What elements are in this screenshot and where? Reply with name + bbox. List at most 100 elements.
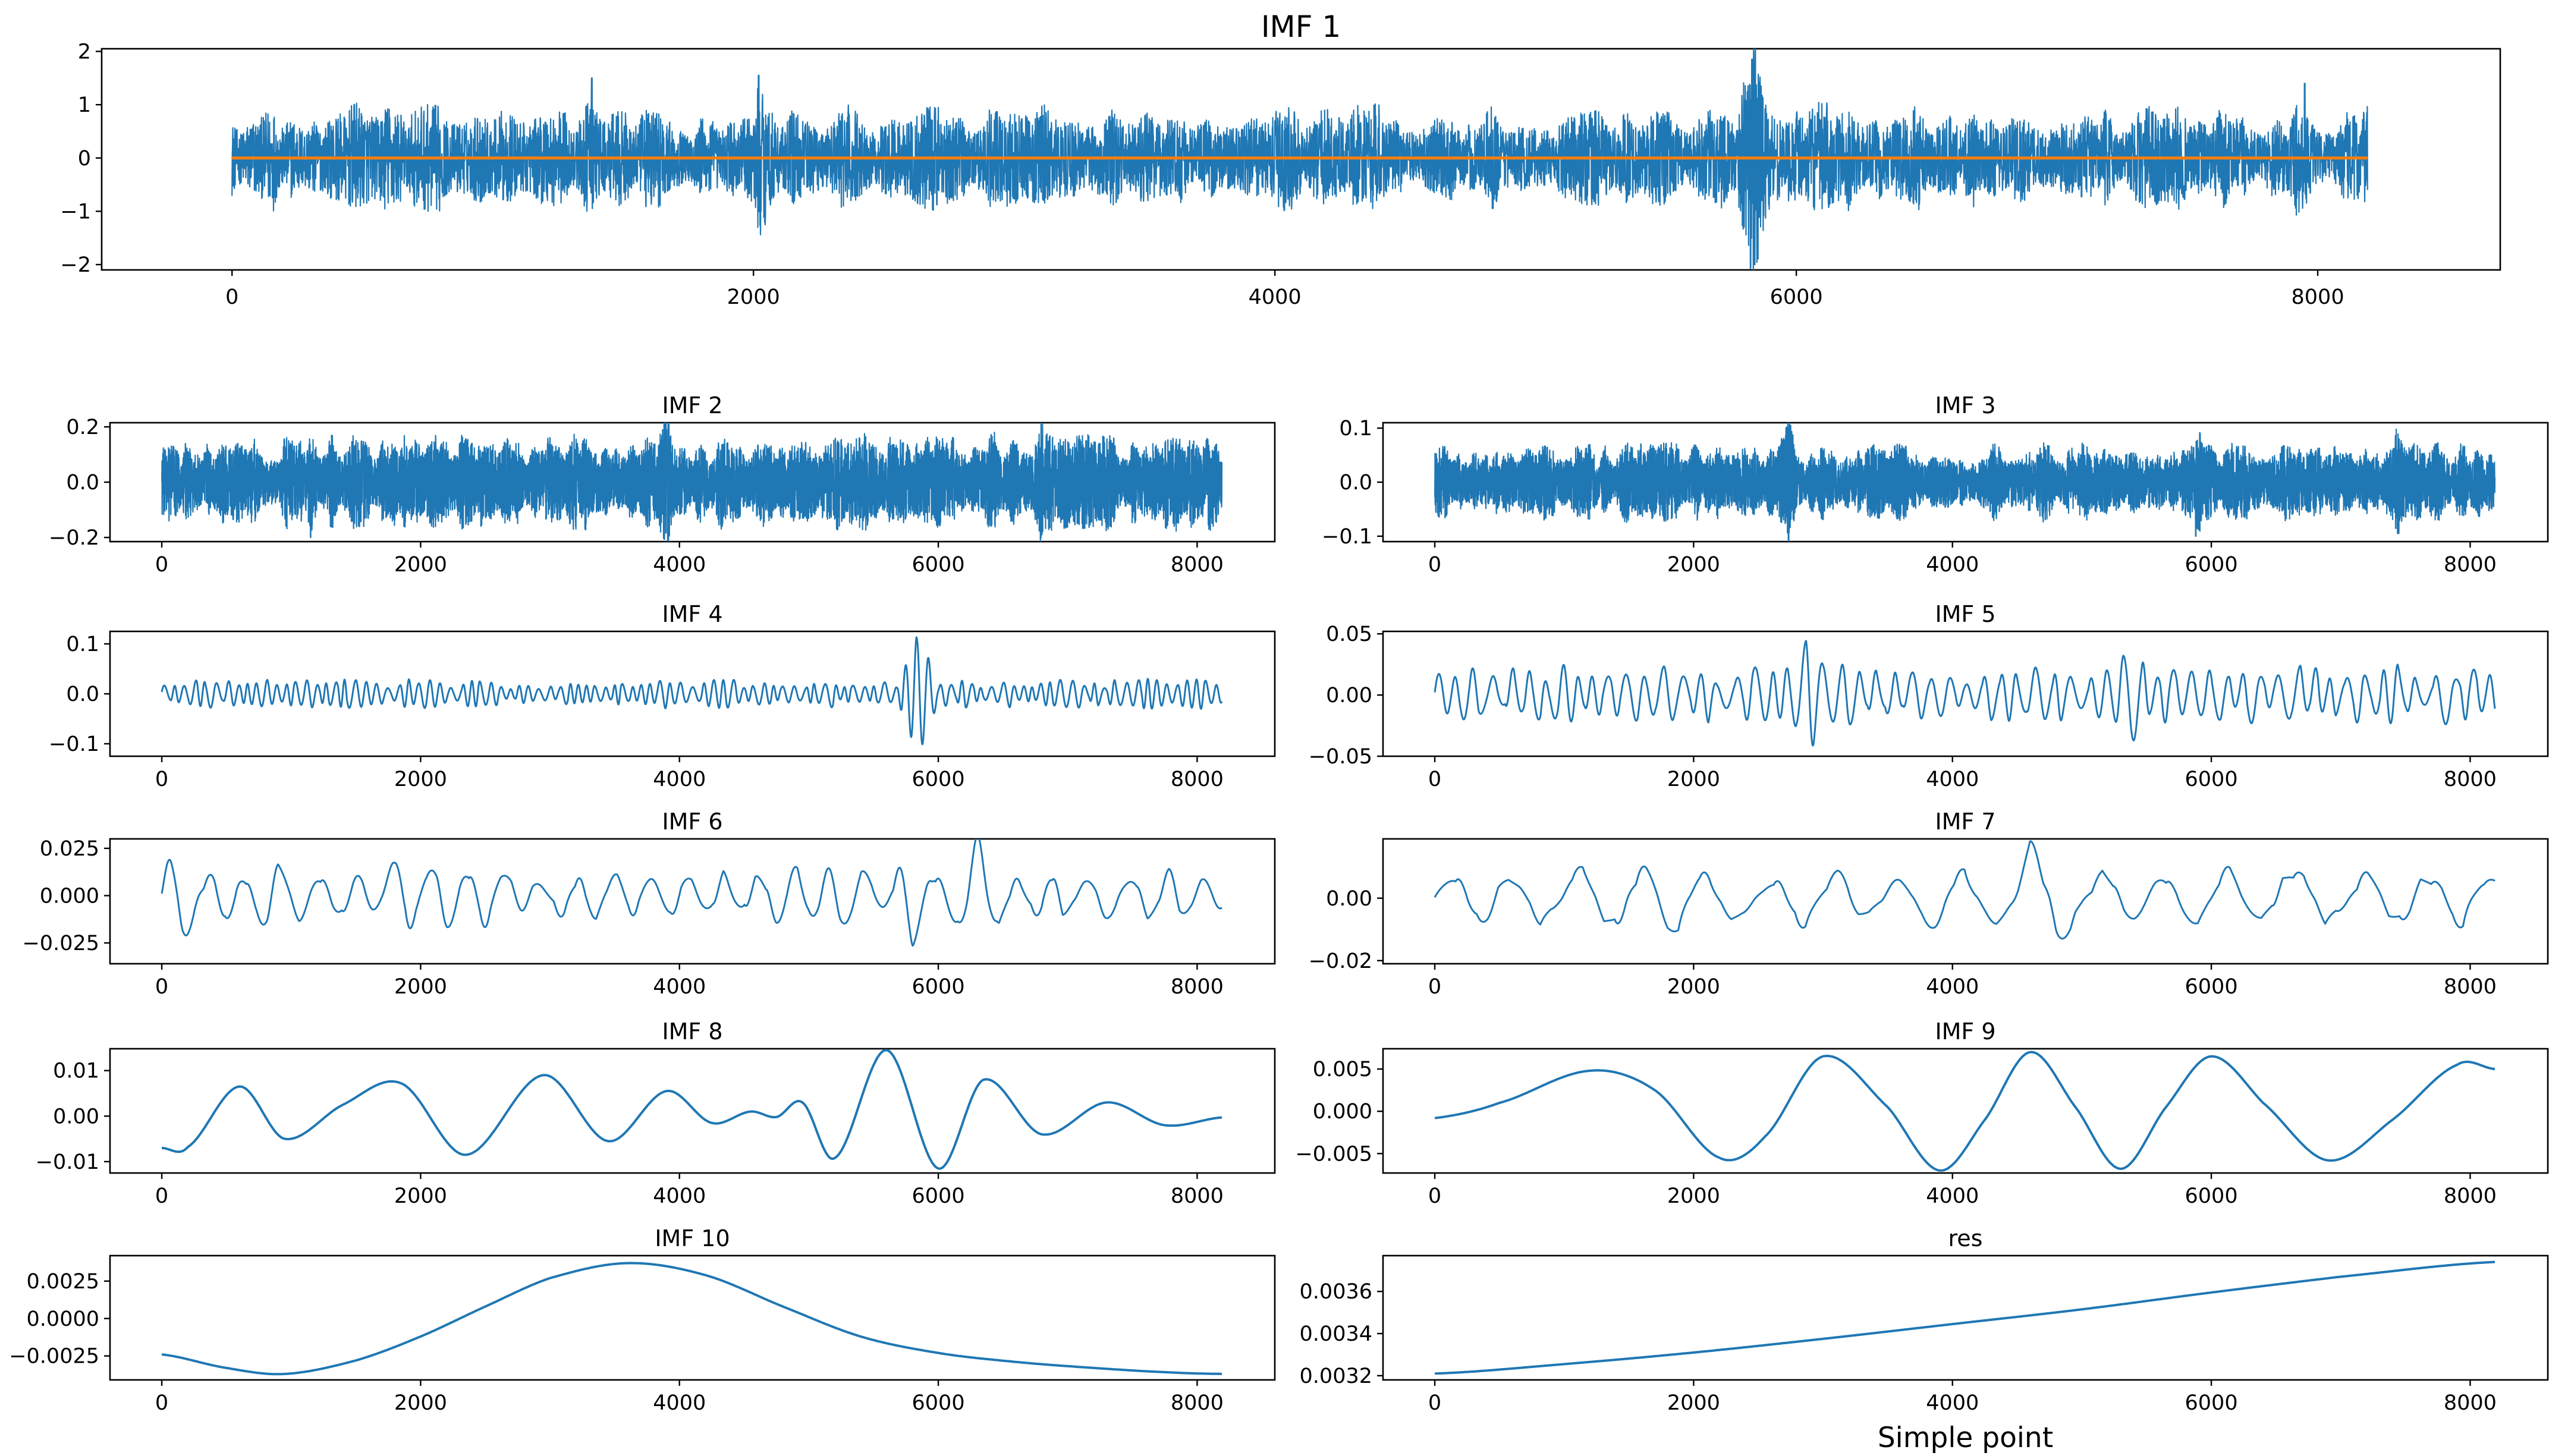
y-tick-label: 0.0 [1339, 471, 1372, 495]
y-tick-label: 0.00 [1326, 887, 1372, 911]
axes-frame [1382, 1048, 2549, 1174]
subplot-title: res [1948, 1225, 1983, 1251]
series-line [1435, 1260, 2495, 1375]
x-tick-label: 0 [155, 1184, 168, 1208]
subplot-imf1: 0 2000 4000 6000 8000 2 1 0 −1 −2 IMF 1 [60, 10, 2501, 309]
y-tick-label: 0.2 [66, 416, 99, 439]
x-tick-label: 4000 [653, 1391, 706, 1415]
subplot-imf2: 0 2000 4000 6000 8000 0.2 0.0 −0.2 IMF 2 [49, 392, 1276, 577]
series-line [161, 1262, 1222, 1376]
subplot-imf9: 0 2000 4000 6000 8000 0.005 0.000 −0.005 IMF 9 [1295, 1018, 2549, 1208]
x-tick-label: 8000 [2444, 1391, 2497, 1415]
x-tick-label: 6000 [1770, 285, 1823, 309]
y-tick-label: −0.1 [1322, 525, 1372, 549]
subplot-title: IMF 6 [662, 809, 722, 835]
x-tick-label: 4000 [653, 1184, 706, 1208]
series-line [1434, 423, 2496, 542]
y-tick-label: 0.0036 [1300, 1280, 1372, 1304]
x-tick-label: 0 [1428, 975, 1441, 999]
series-line [1434, 640, 2496, 747]
y-tick-label: 0.000 [40, 884, 99, 908]
subplot-res: 0 2000 4000 6000 8000 0.0036 0.0034 0.0032 res Si… [1300, 1225, 2549, 1454]
subplot-imf8: 0 2000 4000 6000 8000 0.01 0.00 −0.01 IMF 8 [36, 1018, 1276, 1208]
x-tick-label: 0 [155, 975, 168, 999]
y-tick-label: 0.01 [53, 1059, 99, 1083]
series-line [161, 1049, 1222, 1170]
y-tick-label: 0.0032 [1300, 1364, 1372, 1388]
x-tick-label: 8000 [2444, 975, 2497, 999]
x-tick-label: 0 [155, 1391, 168, 1415]
x-tick-label: 2000 [1667, 1184, 1720, 1208]
x-tick-label: 4000 [1926, 975, 1979, 999]
y-tick-label: −0.2 [49, 526, 99, 550]
series-line [161, 839, 1222, 947]
y-tick-label: −2 [60, 253, 91, 277]
x-tick-label: 8000 [2292, 285, 2344, 309]
y-tick-label: 0.005 [1313, 1058, 1372, 1081]
y-tick-label: 0.0000 [27, 1307, 99, 1331]
x-tick-label: 2000 [394, 1391, 447, 1415]
x-tick-label: 6000 [2185, 768, 2238, 791]
y-tick-label: 1 [78, 93, 91, 117]
y-tick-label: 0.0 [66, 683, 99, 706]
y-tick-label: 0.000 [1313, 1100, 1372, 1124]
y-tick-label: 0.1 [66, 633, 99, 656]
x-tick-label: 2000 [394, 553, 447, 577]
y-tick-label: 0 [78, 147, 91, 171]
x-tick-label: 2000 [727, 285, 780, 309]
axes-frame [109, 1048, 1276, 1174]
subplot-title: IMF 5 [1935, 601, 1995, 627]
y-tick-label: −0.1 [49, 732, 99, 756]
x-tick-label: 8000 [2444, 1184, 2497, 1208]
x-tick-label: 4000 [1926, 768, 1979, 791]
y-tick-label: −0.005 [1295, 1142, 1372, 1166]
x-tick-label: 2000 [1667, 1391, 1720, 1415]
subplot-imf4: 0 2000 4000 6000 8000 0.1 0.0 −0.1 IMF 4 [49, 601, 1276, 791]
x-tick-label: 0 [155, 553, 168, 577]
y-tick-label: 0.00 [1326, 684, 1372, 707]
x-tick-label: 2000 [394, 1184, 447, 1208]
x-tick-label: 8000 [1171, 768, 1224, 791]
y-tick-label: 0.00 [53, 1105, 99, 1128]
x-tick-label: 8000 [2444, 553, 2497, 577]
x-tick-label: 2000 [1667, 553, 1720, 577]
x-tick-label: 6000 [2185, 1391, 2238, 1415]
x-tick-label: 6000 [912, 553, 965, 577]
x-tick-label: 4000 [1249, 285, 1302, 309]
x-tick-label: 8000 [1171, 553, 1224, 577]
x-axis-label: Simple point [1878, 1422, 2053, 1454]
y-tick-label: 0.0 [66, 471, 99, 495]
x-tick-label: 2000 [1667, 975, 1720, 999]
series-line [161, 636, 1223, 746]
axes-frame [109, 838, 1276, 965]
x-tick-label: 8000 [1171, 1184, 1224, 1208]
x-tick-label: 0 [1428, 768, 1441, 791]
x-tick-label: 0 [1428, 553, 1441, 577]
x-tick-label: 8000 [1171, 1391, 1224, 1415]
x-tick-label: 4000 [653, 975, 706, 999]
subplot-imf3: 0 2000 4000 6000 8000 0.1 0.0 −0.1 IMF 3 [1322, 392, 2549, 577]
subplot-imf5: 0 2000 4000 6000 8000 0.05 0.00 −0.05 IMF 5 [1309, 601, 2549, 791]
y-tick-label: −0.01 [36, 1150, 99, 1174]
series-line [1434, 1051, 2495, 1172]
y-tick-label: 0.0025 [27, 1270, 99, 1294]
y-tick-label: −0.05 [1309, 745, 1372, 769]
y-tick-label: −0.02 [1309, 949, 1372, 973]
x-tick-label: 4000 [1926, 1184, 1979, 1208]
y-tick-label: −0.025 [22, 932, 99, 955]
subplot-title: IMF 10 [655, 1225, 730, 1251]
series-line [231, 49, 2368, 270]
x-tick-label: 4000 [653, 768, 706, 791]
subplot-title: IMF 9 [1935, 1018, 1995, 1045]
x-tick-label: 6000 [2185, 975, 2238, 999]
series-line [161, 423, 1223, 542]
x-tick-label: 6000 [912, 1184, 965, 1208]
subplot-title: IMF 3 [1935, 392, 1995, 419]
x-tick-label: 0 [225, 285, 238, 309]
y-tick-label: 2 [78, 40, 91, 64]
x-tick-label: 6000 [2185, 553, 2238, 577]
x-tick-label: 6000 [912, 768, 965, 791]
x-tick-label: 0 [1428, 1184, 1441, 1208]
